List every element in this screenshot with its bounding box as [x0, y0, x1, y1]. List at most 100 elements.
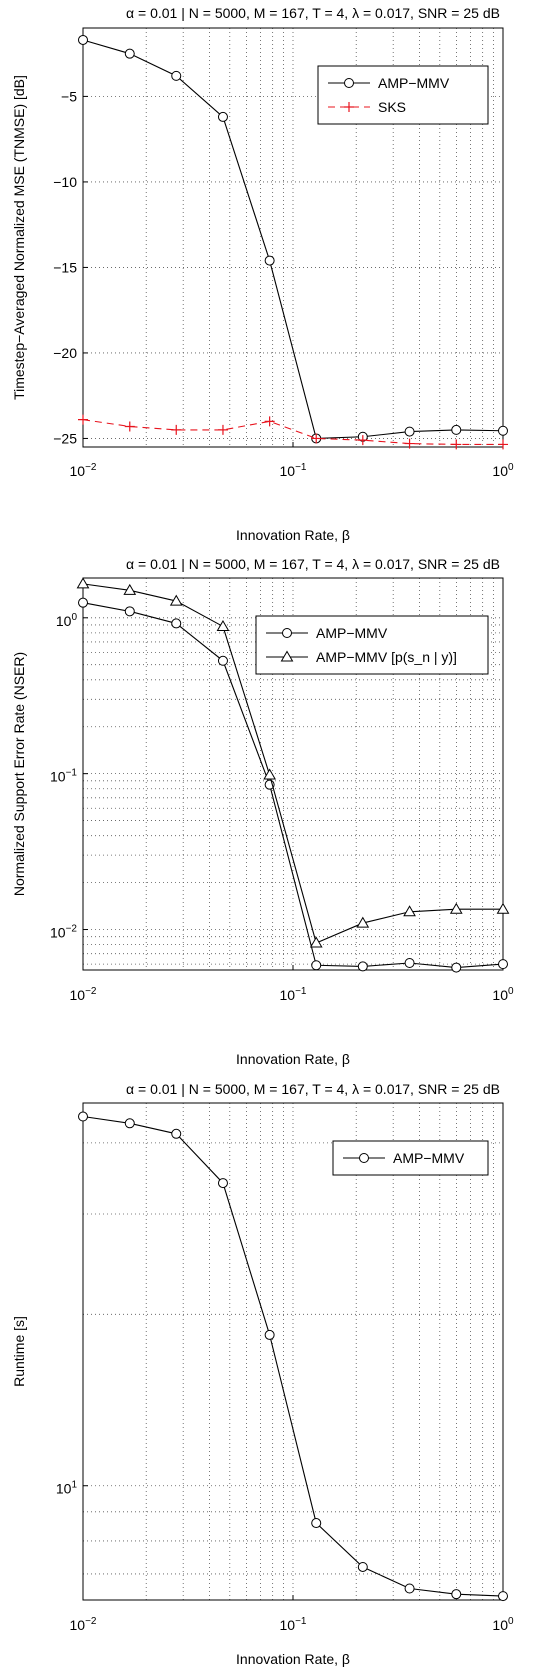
y-axis-label: Timestep−Averaged Normalized MSE (TNMSE)…	[11, 75, 27, 400]
data-point	[498, 439, 508, 450]
data-point	[498, 1591, 508, 1602]
x-tick-label: 100	[492, 1616, 514, 1633]
series-2	[78, 414, 508, 450]
data-point	[451, 1589, 462, 1600]
data-point	[171, 618, 182, 629]
data-point	[263, 768, 277, 780]
legend-marker	[280, 650, 294, 662]
y-tick-label: −20	[53, 345, 77, 361]
data-point	[171, 1128, 182, 1139]
data-point	[171, 424, 182, 435]
legend-label: SKS	[378, 99, 406, 115]
data-point	[498, 959, 508, 970]
legend-label: AMP−MMV	[393, 1150, 465, 1166]
chart-panel-3: 10−2 10−1 100 101 α = 0.01 | N = 5000, M = 1…	[11, 1081, 514, 1667]
data-point	[171, 70, 182, 81]
data-point	[217, 111, 228, 122]
data-point	[124, 48, 135, 59]
data-point	[309, 936, 323, 948]
legend: AMP−MMV	[332, 1140, 489, 1176]
data-point	[311, 960, 322, 971]
chart-title: α = 0.01 | N = 5000, M = 167, T = 4, λ =…	[126, 5, 500, 21]
legend-marker	[359, 1153, 369, 1163]
data-point	[451, 962, 462, 973]
data-point	[264, 255, 275, 266]
series-1	[78, 1111, 508, 1602]
legend-label: AMP−MMV	[378, 75, 450, 91]
legend: AMP−MMV SKS	[317, 65, 489, 125]
legend-label: AMP−MMV [p(s_n | y)]	[316, 649, 457, 665]
y-tick-label: −5	[61, 88, 77, 104]
x-tick-label: 10−2	[70, 1616, 97, 1633]
series-line	[82, 602, 504, 969]
data-point	[311, 433, 322, 444]
series-line	[82, 583, 503, 944]
y-tick-label: 101	[56, 1480, 78, 1497]
data-point	[451, 439, 462, 450]
x-tick-label: 100	[492, 986, 514, 1003]
data-point	[78, 34, 88, 45]
x-tick-label: 10−1	[280, 986, 307, 1003]
data-point	[403, 905, 416, 917]
data-point	[496, 902, 510, 914]
data-point	[216, 619, 230, 631]
data-point	[217, 424, 228, 435]
series-line	[82, 1115, 504, 1597]
chart-panel-2: 10−2 10−1 100 100 10−1 10−2 α = 0.01 | N = 500…	[11, 556, 514, 1067]
x-tick-label: 10−1	[280, 462, 307, 479]
data-point	[78, 1111, 88, 1122]
data-point	[76, 577, 90, 589]
data-point	[404, 426, 415, 437]
data-point	[78, 597, 88, 608]
y-tick-label: 10−2	[50, 924, 77, 941]
data-point	[356, 916, 370, 928]
y-axis-label: Runtime [s]	[11, 1316, 27, 1387]
data-point	[357, 435, 368, 446]
data-point	[124, 421, 135, 432]
data-point	[124, 1118, 135, 1129]
grid	[83, 578, 503, 970]
x-tick-label: 100	[492, 462, 514, 479]
series-1	[78, 597, 508, 973]
legend-box	[255, 615, 489, 675]
data-point	[264, 1329, 275, 1340]
chart-title: α = 0.01 | N = 5000, M = 167, T = 4, λ =…	[126, 1081, 500, 1097]
legend-label: AMP−MMV	[316, 625, 388, 641]
y-axis-label: Normalized Support Error Rate (NSER)	[11, 652, 27, 896]
legend: AMP−MMV AMP−MMV [p(s_n | y)]	[255, 615, 489, 675]
data-point	[311, 1518, 322, 1529]
data-point	[404, 438, 415, 449]
y-tick-label: −15	[53, 259, 77, 275]
y-tick-label: 100	[56, 612, 78, 629]
data-point	[124, 606, 135, 617]
x-tick-label: 10−2	[70, 462, 97, 479]
data-point	[264, 416, 275, 427]
legend-box	[317, 65, 489, 125]
series-line	[82, 419, 503, 445]
data-point	[449, 902, 463, 914]
y-tick-label: −10	[53, 174, 77, 190]
data-point	[404, 957, 415, 968]
chart-panel-1: 10−2 10−1 100 −5 −10 −15 −20 −25 α = 0.01 | N = …	[11, 5, 514, 543]
data-point	[217, 655, 228, 666]
x-tick-label: 10−1	[280, 1616, 307, 1633]
data-point	[217, 1178, 228, 1189]
data-point	[498, 425, 508, 436]
x-axis-label: Innovation Rate, β	[236, 527, 350, 543]
y-tick-label: 10−1	[50, 768, 77, 785]
series-2	[76, 577, 510, 948]
data-point	[404, 1583, 415, 1594]
data-point	[357, 1561, 368, 1572]
series-line	[82, 39, 504, 440]
data-point	[78, 414, 88, 425]
data-point	[357, 961, 368, 972]
chart-title: α = 0.01 | N = 5000, M = 167, T = 4, λ =…	[126, 556, 500, 572]
x-axis-label: Innovation Rate, β	[236, 1651, 350, 1667]
series-1	[78, 34, 508, 444]
x-axis-label: Innovation Rate, β	[236, 1051, 350, 1067]
data-point	[169, 594, 183, 606]
legend-marker	[282, 628, 292, 638]
x-tick-label: 10−2	[70, 986, 97, 1003]
data-point	[123, 583, 137, 595]
